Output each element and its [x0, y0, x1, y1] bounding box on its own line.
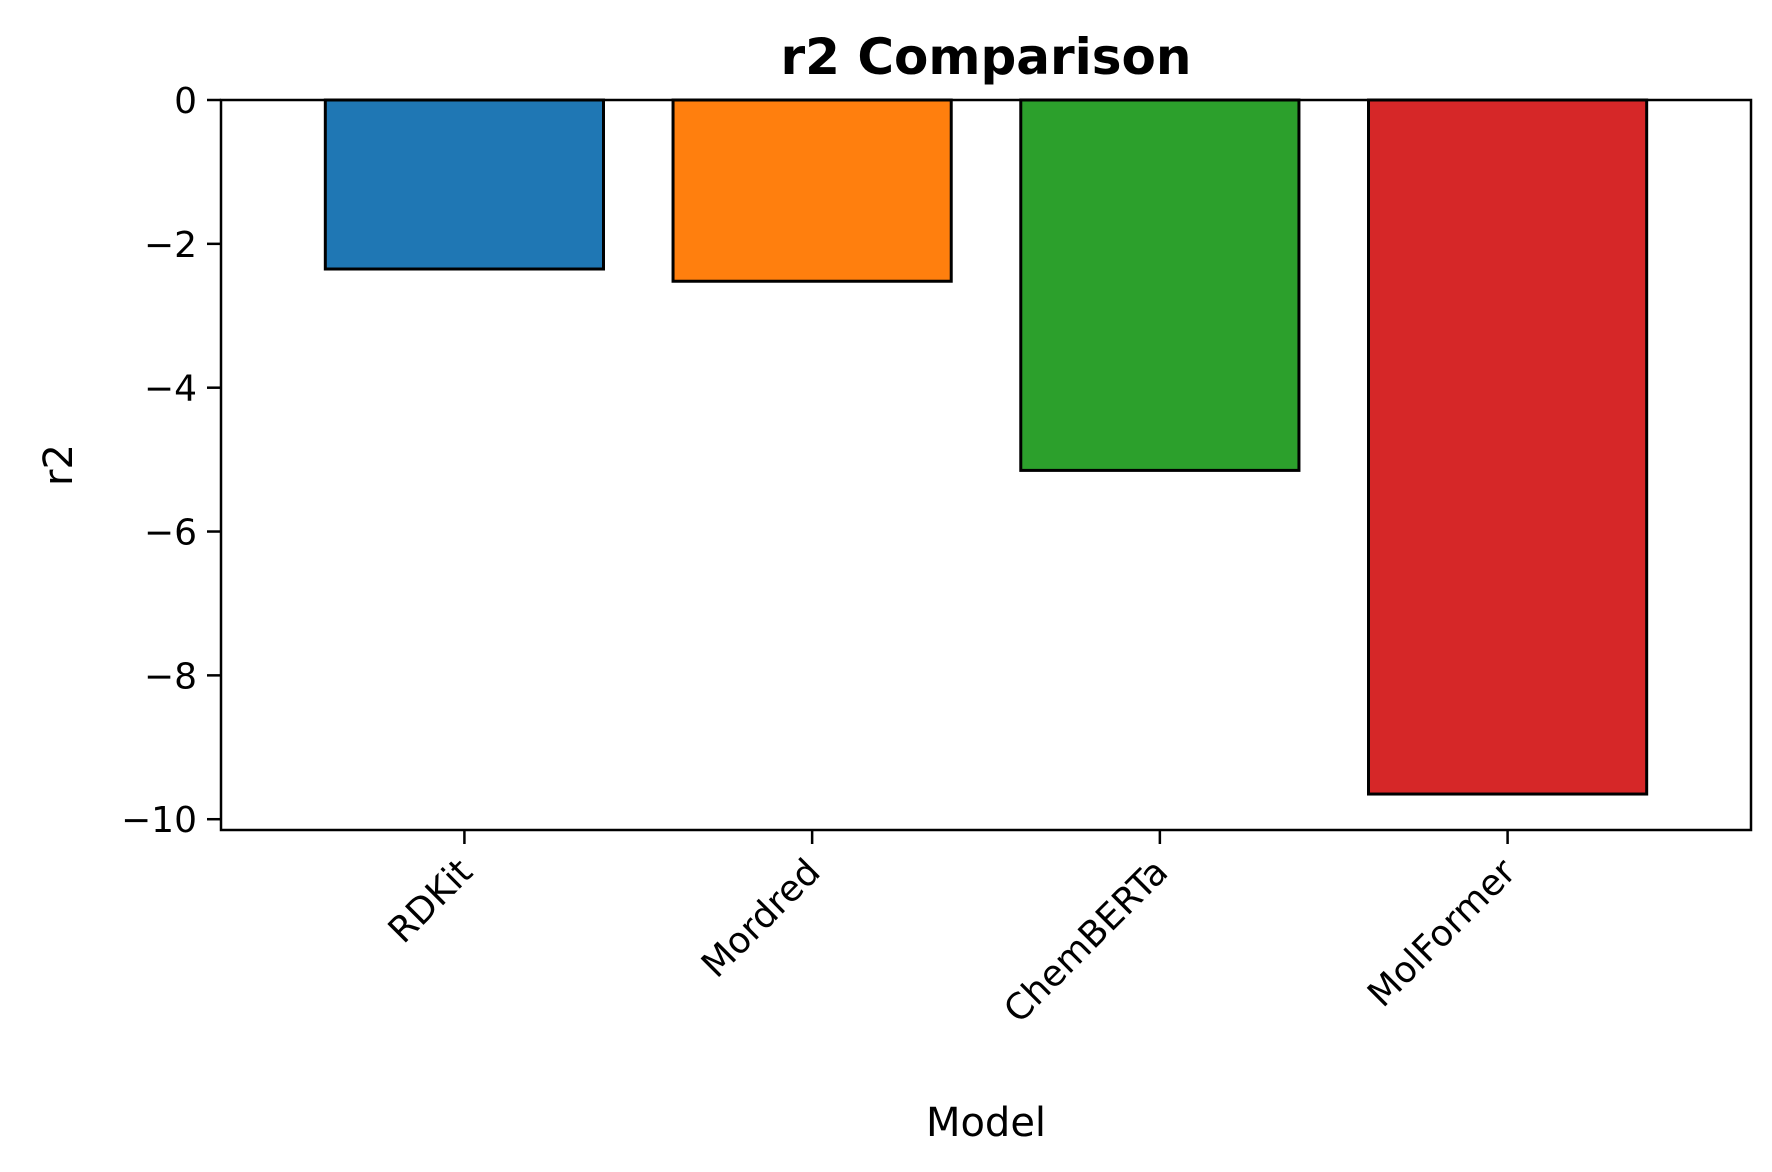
y-axis-ticks: 0 −2 −4 −6 −8 −10 [121, 81, 221, 841]
bar-molformer [1367, 98, 1649, 796]
y-tick-label: −6 [144, 513, 197, 554]
y-axis-label: r2 [36, 444, 82, 486]
x-tick-label-molformer: MolFormer [1360, 851, 1524, 1015]
bars-group [323, 98, 1649, 796]
y-tick-label: −10 [121, 800, 197, 841]
y-tick-label: 0 [174, 81, 197, 122]
x-axis-label: Model [926, 1100, 1046, 1146]
plot-frame [219, 98, 1753, 832]
y-tick-label: −2 [144, 225, 197, 266]
x-tick-label-chemberta: ChemBERTa [997, 851, 1177, 1031]
x-tick-label-rdkit: RDKit [381, 851, 481, 951]
chart-title: r2 Comparison [780, 28, 1191, 86]
y-tick-label: −8 [144, 656, 197, 697]
bar-chemberta [1019, 98, 1301, 472]
bar-mordred [671, 98, 953, 283]
bar-rdkit [323, 98, 605, 271]
y-tick-label: −4 [144, 369, 197, 410]
x-axis-ticks: RDKit Mordred ChemBERTa MolFormer [381, 830, 1524, 1031]
x-tick-label-mordred: Mordred [694, 851, 828, 985]
